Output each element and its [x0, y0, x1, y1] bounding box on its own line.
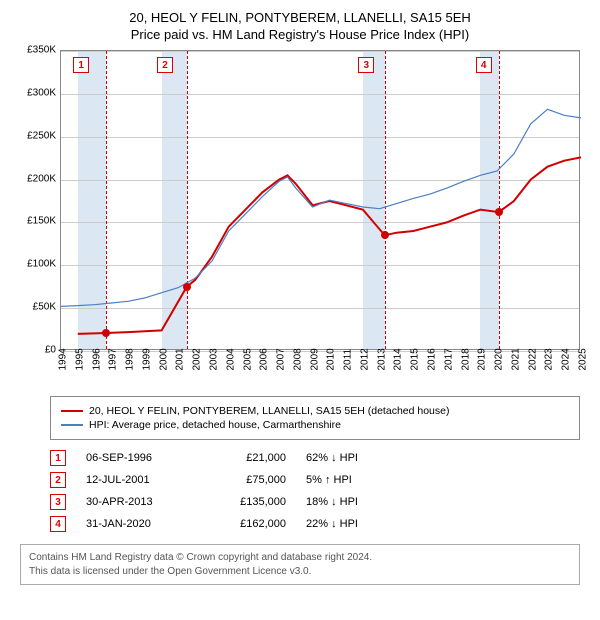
- x-tick-label: 2002: [192, 348, 203, 370]
- x-tick-label: 2005: [242, 348, 253, 370]
- x-tick-label: 2010: [326, 348, 337, 370]
- event-marker: 4: [476, 57, 492, 73]
- chart-title: 20, HEOL Y FELIN, PONTYBEREM, LLANELLI, …: [10, 10, 590, 25]
- event-dot: [102, 329, 110, 337]
- x-tick-label: 2003: [208, 348, 219, 370]
- x-tick-label: 2001: [175, 348, 186, 370]
- x-tick-label: 2023: [544, 348, 555, 370]
- x-tick-label: 2012: [359, 348, 370, 370]
- x-tick-label: 2000: [158, 348, 169, 370]
- event-dot: [183, 283, 191, 291]
- event-pct: 5% ↑ HPI: [306, 474, 426, 486]
- chart-plot: 1 2 3 4: [60, 50, 580, 350]
- event-price: £135,000: [206, 496, 286, 508]
- x-tick-label: 2022: [527, 348, 538, 370]
- event-marker: 2: [157, 57, 173, 73]
- x-tick-label: 2016: [427, 348, 438, 370]
- event-row: 3 30-APR-2013 £135,000 18% ↓ HPI: [50, 494, 580, 510]
- y-tick-label: £0: [20, 345, 56, 356]
- event-row: 1 06-SEP-1996 £21,000 62% ↓ HPI: [50, 450, 580, 466]
- legend-label: 20, HEOL Y FELIN, PONTYBEREM, LLANELLI, …: [89, 405, 449, 417]
- legend-label: HPI: Average price, detached house, Carm…: [89, 419, 341, 431]
- y-tick-label: £200K: [20, 173, 56, 184]
- y-tick-label: £100K: [20, 259, 56, 270]
- x-tick-label: 2006: [259, 348, 270, 370]
- x-tick-label: 2019: [477, 348, 488, 370]
- footer-line-2: This data is licensed under the Open Gov…: [29, 565, 571, 579]
- x-tick-label: 1998: [125, 348, 136, 370]
- chart-area: 1234 £0£50K£100K£150K£200K£250K£300K£350…: [20, 50, 580, 390]
- event-row-marker: 1: [50, 450, 66, 466]
- series-red: [78, 157, 581, 334]
- x-tick-label: 2004: [225, 348, 236, 370]
- event-pct: 22% ↓ HPI: [306, 518, 426, 530]
- event-price: £21,000: [206, 452, 286, 464]
- x-tick-label: 2018: [460, 348, 471, 370]
- event-date: 30-APR-2013: [86, 496, 186, 508]
- x-tick-label: 2024: [561, 348, 572, 370]
- x-tick-label: 2013: [376, 348, 387, 370]
- y-tick-label: £150K: [20, 216, 56, 227]
- x-tick-label: 2020: [494, 348, 505, 370]
- legend-item: HPI: Average price, detached house, Carm…: [61, 419, 569, 431]
- event-marker: 3: [358, 57, 374, 73]
- x-tick-label: 2008: [292, 348, 303, 370]
- event-dot: [495, 208, 503, 216]
- event-row-marker: 4: [50, 516, 66, 532]
- events-table: 1 06-SEP-1996 £21,000 62% ↓ HPI 2 12-JUL-2001…: [50, 450, 580, 532]
- event-pct: 62% ↓ HPI: [306, 452, 426, 464]
- x-tick-label: 2017: [443, 348, 454, 370]
- x-tick-label: 2014: [393, 348, 404, 370]
- footer: Contains HM Land Registry data © Crown c…: [20, 544, 580, 585]
- event-row: 4 31-JAN-2020 £162,000 22% ↓ HPI: [50, 516, 580, 532]
- legend-swatch: [61, 410, 83, 412]
- series-svg: [61, 51, 581, 351]
- event-date: 31-JAN-2020: [86, 518, 186, 530]
- x-tick-label: 2021: [510, 348, 521, 370]
- event-row: 2 12-JUL-2001 £75,000 5% ↑ HPI: [50, 472, 580, 488]
- container: 20, HEOL Y FELIN, PONTYBEREM, LLANELLI, …: [0, 0, 600, 620]
- y-tick-label: £300K: [20, 87, 56, 98]
- footer-line-1: Contains HM Land Registry data © Crown c…: [29, 551, 571, 565]
- x-tick-label: 1996: [91, 348, 102, 370]
- x-tick-label: 2011: [343, 349, 354, 371]
- x-tick-label: 1994: [58, 348, 69, 370]
- x-tick-label: 2009: [309, 348, 320, 370]
- x-tick-label: 1999: [141, 348, 152, 370]
- chart-subtitle: Price paid vs. HM Land Registry's House …: [10, 27, 590, 42]
- event-price: £162,000: [206, 518, 286, 530]
- x-tick-label: 2007: [276, 348, 287, 370]
- y-tick-label: £250K: [20, 130, 56, 141]
- event-date: 06-SEP-1996: [86, 452, 186, 464]
- event-dot: [381, 231, 389, 239]
- event-row-marker: 2: [50, 472, 66, 488]
- legend-swatch: [61, 424, 83, 426]
- x-tick-label: 2015: [410, 348, 421, 370]
- event-marker: 1: [73, 57, 89, 73]
- event-pct: 18% ↓ HPI: [306, 496, 426, 508]
- event-date: 12-JUL-2001: [86, 474, 186, 486]
- y-tick-label: £50K: [20, 302, 56, 313]
- x-tick-label: 2025: [578, 348, 589, 370]
- y-tick-label: £350K: [20, 45, 56, 56]
- x-tick-label: 1995: [74, 348, 85, 370]
- event-price: £75,000: [206, 474, 286, 486]
- legend-item: 20, HEOL Y FELIN, PONTYBEREM, LLANELLI, …: [61, 405, 569, 417]
- event-row-marker: 3: [50, 494, 66, 510]
- legend: 20, HEOL Y FELIN, PONTYBEREM, LLANELLI, …: [50, 396, 580, 440]
- x-tick-label: 1997: [108, 348, 119, 370]
